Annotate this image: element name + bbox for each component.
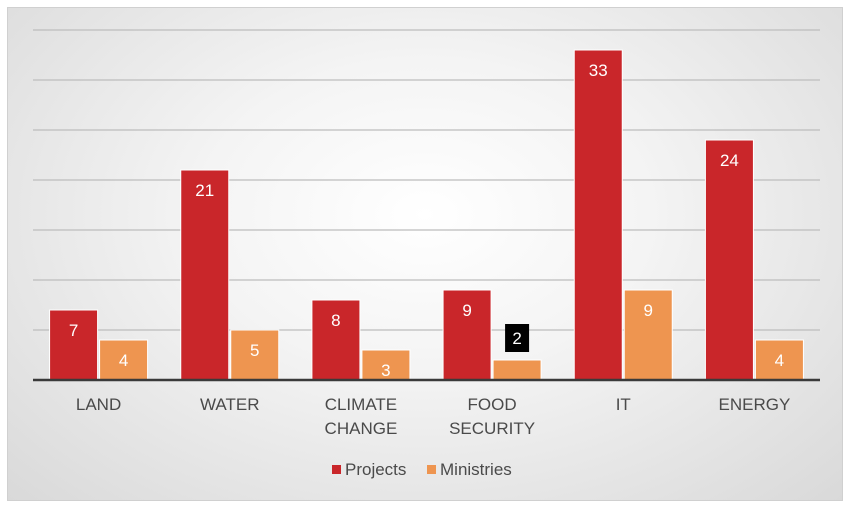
category-label: CLIMATE [325,395,397,414]
legend: Projects Ministries [332,460,512,479]
category-label: CHANGE [325,419,398,438]
data-label: 9 [644,301,653,320]
data-label: 2 [512,329,521,348]
bar-projects-1 [180,169,230,381]
bar-ministries-0 [99,339,149,381]
data-label: 7 [69,321,78,340]
category-label: SECURITY [449,419,535,438]
data-label: 8 [331,311,340,330]
gridlines [33,29,820,331]
data-label: 9 [462,301,471,320]
data-label: 21 [195,181,214,200]
data-label: 4 [775,351,784,370]
data-label: 3 [381,361,390,380]
bar-ministries-3 [492,359,542,381]
bar-projects-5 [704,139,754,381]
bar-ministries-1 [230,329,280,381]
bar-projects-4 [573,49,623,381]
data-label: 4 [119,351,128,370]
data-label: 5 [250,341,259,360]
bar-ministries-2 [361,349,411,381]
bar-projects-2 [311,299,361,381]
data-label: 24 [720,151,739,170]
category-label: ENERGY [719,395,791,414]
category-label: IT [616,395,631,414]
legend-swatch-ministries [427,465,436,474]
data-label: 33 [589,61,608,80]
category-label: WATER [200,395,260,414]
chart-frame: 7 4 21 5 8 3 9 2 33 9 24 4 LAND WATER CLIMATE CHANGE FO… [7,7,843,501]
data-label-box [505,324,530,352]
bar-projects-3 [442,289,492,381]
bar-chart: 7 4 21 5 8 3 9 2 33 9 24 4 LAND WATER CLIMATE CHANGE FO… [33,29,820,479]
category-label: LAND [76,395,121,414]
legend-label-ministries: Ministries [440,460,512,479]
bar-ministries-4 [623,289,673,381]
category-labels: LAND WATER CLIMATE CHANGE FOOD SECURITY IT ENER… [76,395,790,438]
legend-label-projects: Projects [345,460,406,479]
bars: 7 4 21 5 8 3 9 2 33 9 24 4 [49,49,804,381]
legend-swatch-projects [332,465,341,474]
category-label: FOOD [468,395,517,414]
